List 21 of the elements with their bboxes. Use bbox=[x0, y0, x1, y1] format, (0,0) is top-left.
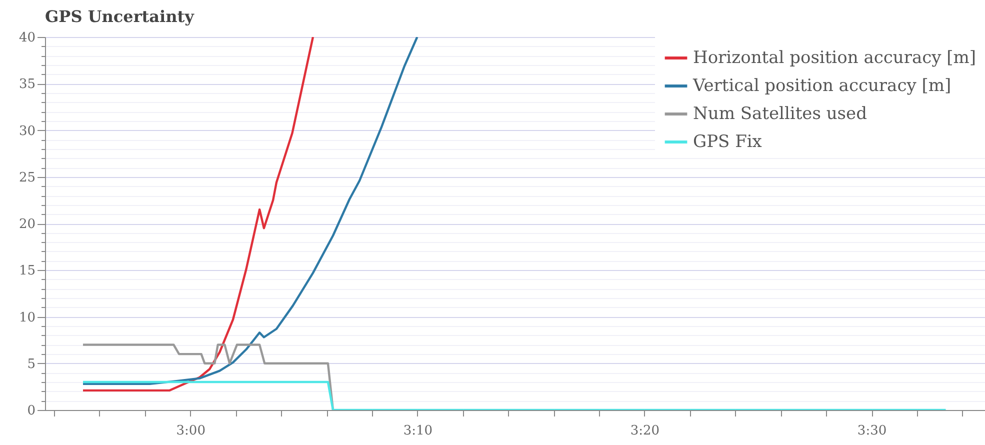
y-tick-label: 40 bbox=[18, 30, 36, 46]
line-series bbox=[82, 344, 334, 410]
y-tick-label: 20 bbox=[18, 217, 36, 232]
x-tick-label: 3:20 bbox=[630, 424, 660, 438]
y-tick-label: 25 bbox=[18, 170, 36, 186]
legend-label: Num Satellites used bbox=[693, 104, 868, 124]
y-tick-label: 15 bbox=[18, 264, 36, 279]
legend-label: GPS Fix bbox=[693, 132, 762, 152]
y-tick-label: 5 bbox=[27, 356, 36, 372]
legend-label: Horizontal position accuracy [m] bbox=[693, 48, 976, 68]
line-series bbox=[82, 37, 418, 385]
y-tick-label: 30 bbox=[18, 124, 36, 139]
x-tick-label: 3:10 bbox=[403, 424, 433, 438]
line-series bbox=[82, 37, 314, 392]
y-tick-label: 35 bbox=[18, 77, 36, 92]
y-tick-label: 0 bbox=[27, 404, 36, 418]
x-tick-label: 3:00 bbox=[176, 424, 206, 438]
chart-title: GPS Uncertainty bbox=[45, 7, 195, 26]
x-tick-label: 3:30 bbox=[857, 424, 887, 438]
legend-label: Vertical position accuracy [m] bbox=[692, 76, 952, 96]
y-tick-label: 10 bbox=[18, 310, 36, 326]
